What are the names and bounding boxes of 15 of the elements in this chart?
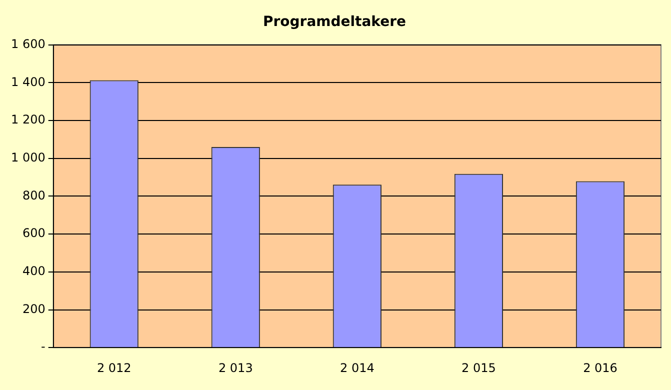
x-tick-label: 2 015: [462, 360, 496, 375]
y-tick-label: 400: [22, 264, 46, 278]
x-tick-label: 2 013: [218, 360, 253, 375]
x-tick-label: 2 012: [96, 360, 132, 375]
y-tick-label: 800: [22, 188, 46, 202]
y-tick-label: 1 600: [10, 36, 46, 51]
y-tick-label: 200: [22, 302, 46, 316]
y-tick-label: -: [41, 340, 46, 354]
chart-title: Programdeltakere: [262, 14, 406, 30]
y-tick-label: 600: [22, 226, 46, 240]
x-tick-label: 2 016: [583, 360, 618, 375]
y-tick-label: 1 000: [10, 150, 46, 164]
y-tick-label: 1 400: [10, 74, 46, 89]
x-tick-label: 2 014: [340, 360, 374, 375]
y-tick-label: 1 200: [10, 112, 46, 127]
